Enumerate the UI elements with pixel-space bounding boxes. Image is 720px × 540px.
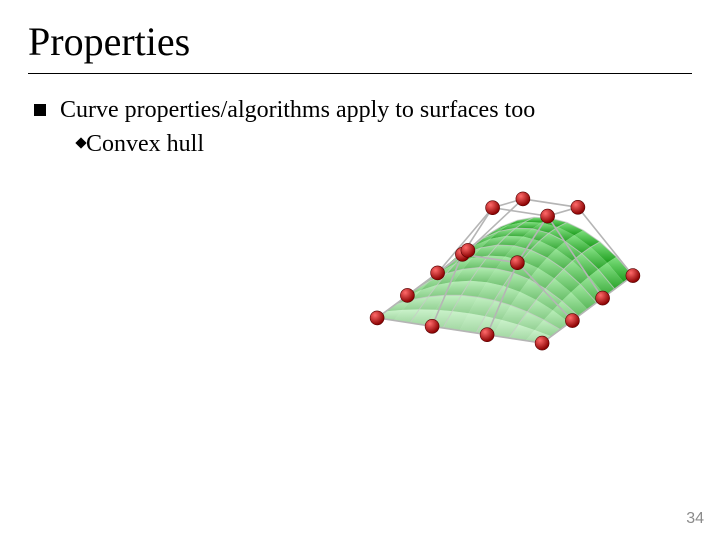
bullet-level1-text: Curve properties/algorithms apply to sur…: [60, 94, 535, 126]
slide: Properties Curve properties/algorithms a…: [0, 0, 720, 540]
slide-title: Properties: [28, 18, 692, 65]
bullet-list: Curve properties/algorithms apply to sur…: [28, 94, 692, 161]
square-bullet-icon: [34, 104, 46, 116]
bullet-level2-text: Convex hull: [86, 128, 204, 160]
bullet-level1: Curve properties/algorithms apply to sur…: [34, 94, 692, 126]
title-rule: [28, 73, 692, 74]
page-number: 34: [686, 510, 704, 528]
surface-figure: [330, 152, 670, 362]
